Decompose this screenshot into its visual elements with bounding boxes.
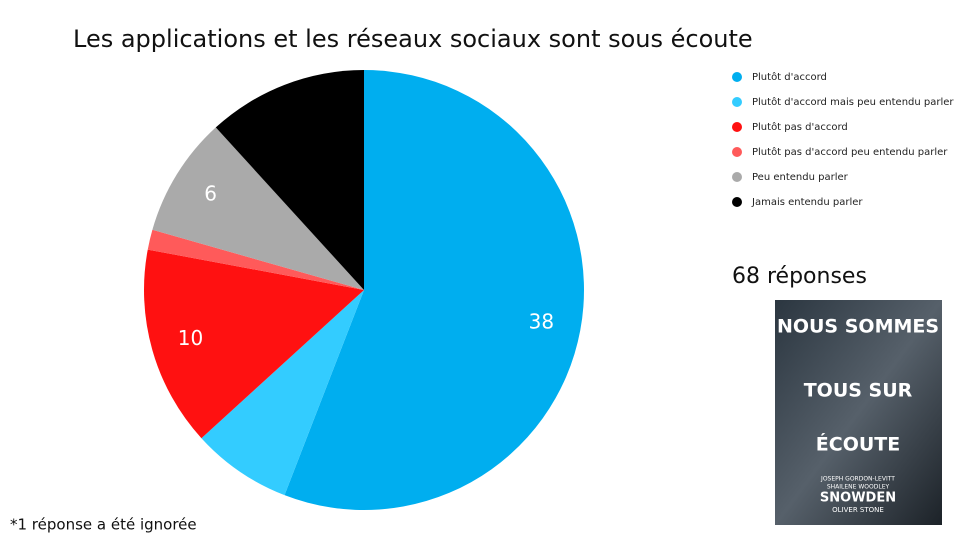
poster-cast: SHAILENE WOODLEY bbox=[827, 484, 890, 491]
legend-marker bbox=[732, 147, 742, 157]
legend-label: Plutôt pas d'accord peu entendu parler bbox=[752, 146, 948, 158]
poster-director: OLIVER STONE bbox=[832, 506, 884, 514]
legend-label: Plutôt d'accord mais peu entendu parler bbox=[752, 96, 954, 108]
pie-slice bbox=[147, 229, 364, 290]
total-label: 68 réponses bbox=[732, 264, 867, 289]
legend-label: Plutôt pas d'accord bbox=[752, 121, 848, 133]
pie-slice bbox=[284, 70, 584, 510]
data-label: 38 bbox=[529, 310, 554, 334]
chart-title: Les applications et les réseaux sociaux … bbox=[73, 25, 753, 53]
legend-marker bbox=[732, 172, 742, 182]
legend-marker bbox=[732, 197, 742, 207]
poster: NOUS SOMMES TOUS SUR ÉCOUTE JOSEPH GORDO… bbox=[775, 300, 942, 525]
legend-marker bbox=[732, 72, 742, 82]
legend-label: Jamais entendu parler bbox=[751, 197, 863, 208]
pie-slice bbox=[152, 127, 364, 291]
pie-slice bbox=[201, 290, 364, 496]
legend-label: Plutôt d'accord bbox=[752, 71, 827, 83]
pie-slice bbox=[215, 70, 364, 290]
poster-headline: NOUS SOMMES bbox=[777, 316, 939, 338]
data-label: 10 bbox=[178, 326, 203, 350]
legend-marker bbox=[732, 97, 742, 107]
poster-name: SNOWDEN bbox=[820, 491, 896, 506]
poster-cast: JOSEPH GORDON-LEVITT bbox=[820, 476, 895, 483]
footnote: *1 réponse a été ignorée bbox=[10, 516, 197, 534]
legend-marker bbox=[732, 122, 742, 132]
legend-label: Peu entendu parler bbox=[752, 172, 849, 183]
data-label: 6 bbox=[204, 182, 217, 206]
pie-slice bbox=[143, 249, 364, 439]
poster-headline: ÉCOUTE bbox=[816, 433, 900, 456]
poster-background bbox=[775, 300, 942, 525]
poster-headline: TOUS SUR bbox=[804, 380, 913, 402]
